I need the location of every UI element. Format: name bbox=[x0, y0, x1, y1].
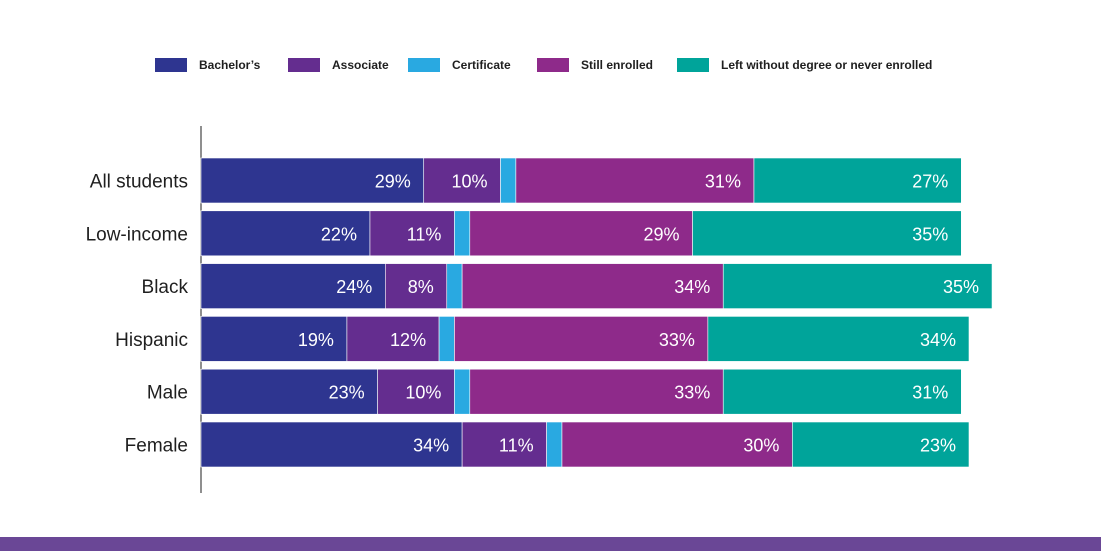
value-label-all-students-left-without-degree-or-never-enrolled: 27% bbox=[912, 172, 948, 192]
value-label-low-income-bachelor-s: 22% bbox=[321, 224, 357, 244]
value-label-female-left-without-degree-or-never-enrolled: 23% bbox=[920, 436, 956, 456]
bars bbox=[200, 157, 993, 468]
legend-swatch-associate bbox=[288, 58, 320, 72]
bar-female-left-without-degree-or-never-enrolled bbox=[792, 421, 970, 468]
value-label-all-students-still-enrolled: 31% bbox=[705, 172, 741, 192]
value-label-black-left-without-degree-or-never-enrolled: 35% bbox=[943, 277, 979, 297]
value-label-black-bachelor-s: 24% bbox=[336, 277, 372, 297]
bar-male-bachelor-s bbox=[200, 368, 378, 415]
value-label-hispanic-bachelor-s: 19% bbox=[298, 330, 334, 350]
legend-swatch-certificate bbox=[408, 58, 440, 72]
legend-label-bachelor-s: Bachelor’s bbox=[199, 58, 261, 72]
legend-swatch-still-enrolled bbox=[537, 58, 569, 72]
category-labels: All students Low-income Black Hispanic Male F… bbox=[86, 172, 189, 457]
bar-male-associate bbox=[377, 368, 455, 415]
bar-black-associate bbox=[385, 263, 448, 309]
value-label-low-income-left-without-degree-or-never-enrolled: 35% bbox=[912, 224, 948, 244]
legend: Bachelor’s Associate Certificate Still enro… bbox=[155, 58, 932, 72]
value-label-black-associate: 8% bbox=[408, 277, 434, 297]
value-label-low-income-associate: 11% bbox=[407, 224, 442, 244]
bar-black-certificate bbox=[446, 263, 463, 309]
category-label-black: Black bbox=[142, 277, 189, 298]
bar-black-still-enrolled bbox=[461, 263, 724, 309]
value-label-male-left-without-degree-or-never-enrolled: 31% bbox=[912, 383, 948, 403]
bar-all-students-bachelor-s bbox=[200, 157, 425, 204]
category-label-female: Female bbox=[125, 436, 188, 457]
value-label-male-associate: 10% bbox=[405, 383, 441, 403]
bar-all-students-left-without-degree-or-never-enrolled bbox=[753, 157, 962, 204]
value-label-male-bachelor-s: 23% bbox=[329, 383, 365, 403]
value-label-male-still-enrolled: 33% bbox=[674, 383, 710, 403]
bar-female-certificate bbox=[546, 421, 563, 468]
value-label-hispanic-associate: 12% bbox=[390, 330, 426, 350]
legend-label-left-without-degree-or-never-enrolled: Left without degree or never enrolled bbox=[721, 58, 932, 72]
legend-swatch-bachelor-s bbox=[155, 58, 187, 72]
bar-black-left-without-degree-or-never-enrolled bbox=[722, 263, 993, 309]
bar-male-left-without-degree-or-never-enrolled bbox=[722, 368, 962, 415]
bar-hispanic-bachelor-s bbox=[200, 316, 348, 362]
legend-swatch-left-without-degree-or-never-enrolled bbox=[677, 58, 709, 72]
legend-label-certificate: Certificate bbox=[452, 58, 511, 72]
value-label-female-still-enrolled: 30% bbox=[743, 436, 779, 456]
bar-black-bachelor-s bbox=[200, 263, 386, 309]
value-label-female-associate: 11% bbox=[499, 436, 534, 456]
bar-male-certificate bbox=[454, 368, 471, 415]
legend-label-still-enrolled: Still enrolled bbox=[581, 58, 653, 72]
bar-female-still-enrolled bbox=[561, 421, 793, 468]
value-label-hispanic-still-enrolled: 33% bbox=[659, 330, 695, 350]
category-label-all-students: All students bbox=[90, 172, 188, 193]
value-label-black-still-enrolled: 34% bbox=[674, 277, 710, 297]
bar-female-bachelor-s bbox=[200, 421, 463, 468]
value-labels: 29% 10% 31% 27% 22% 11% 29% 35% 24% 8% 34% 35% 19% 12… bbox=[298, 172, 979, 456]
bar-low-income-certificate bbox=[454, 210, 471, 257]
value-label-hispanic-left-without-degree-or-never-enrolled: 34% bbox=[920, 330, 956, 350]
bar-hispanic-left-without-degree-or-never-enrolled bbox=[707, 316, 970, 362]
bar-hispanic-associate bbox=[346, 316, 440, 362]
bar-all-students-still-enrolled bbox=[515, 157, 755, 204]
category-label-hispanic: Hispanic bbox=[115, 330, 188, 351]
bar-low-income-left-without-degree-or-never-enrolled bbox=[692, 210, 962, 257]
value-label-all-students-bachelor-s: 29% bbox=[375, 172, 411, 192]
bottom-band bbox=[0, 537, 1101, 551]
bar-female-associate bbox=[461, 421, 547, 468]
value-label-low-income-still-enrolled: 29% bbox=[643, 224, 679, 244]
bar-low-income-associate bbox=[369, 210, 455, 257]
value-label-all-students-associate: 10% bbox=[451, 172, 487, 192]
value-label-female-bachelor-s: 34% bbox=[413, 436, 449, 456]
bar-hispanic-certificate bbox=[438, 316, 455, 362]
bar-all-students-associate bbox=[423, 157, 501, 204]
bar-male-still-enrolled bbox=[469, 368, 724, 415]
bar-hispanic-still-enrolled bbox=[454, 316, 709, 362]
legend-label-associate: Associate bbox=[332, 58, 389, 72]
category-label-male: Male bbox=[147, 383, 188, 404]
category-label-low-income: Low-income bbox=[86, 224, 188, 245]
bar-all-students-certificate bbox=[500, 157, 517, 204]
